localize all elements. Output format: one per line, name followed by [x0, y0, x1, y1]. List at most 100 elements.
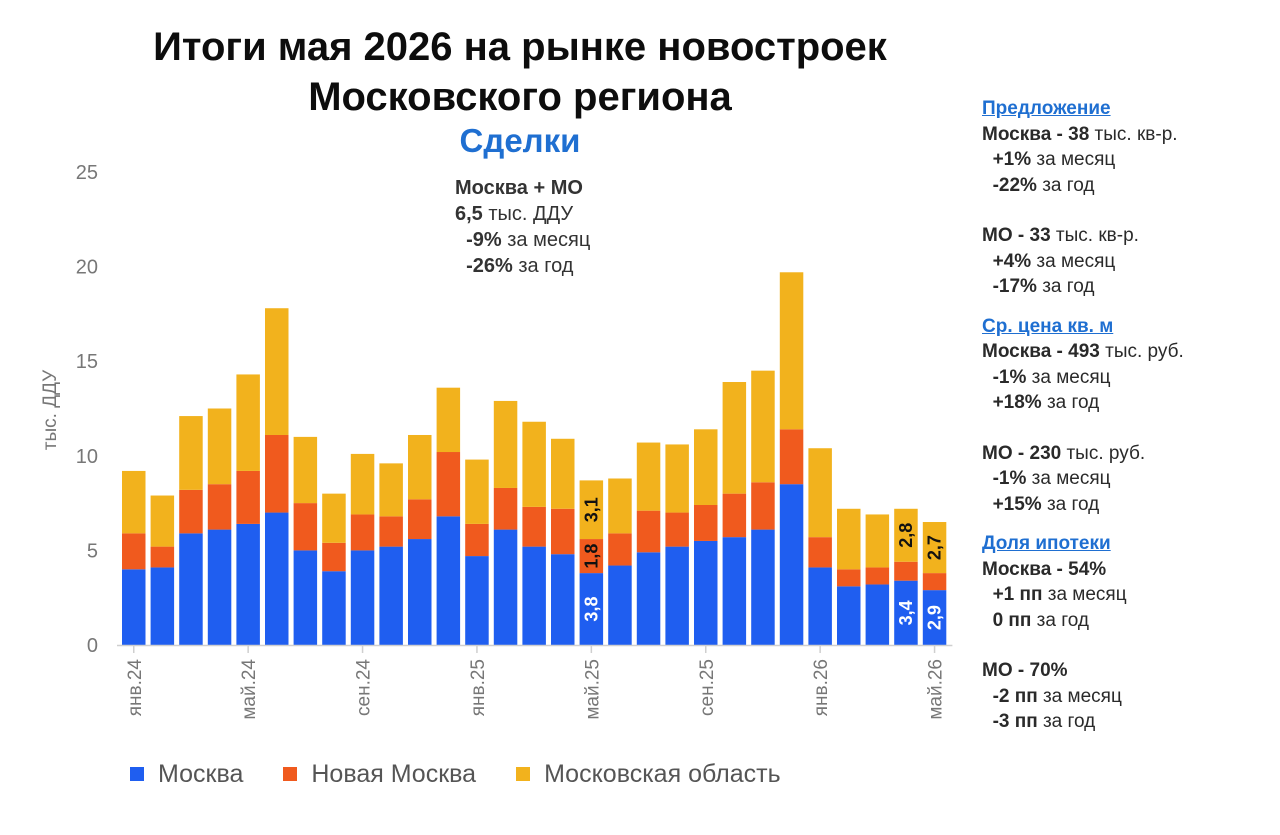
y-tick-label: 5	[87, 540, 98, 562]
mortgage-moscow-yoy: 0 пп за год	[992, 609, 1089, 631]
y-tick-label: 0	[87, 635, 98, 657]
y-tick-label: 25	[76, 162, 98, 184]
legend-swatch-region	[516, 767, 531, 781]
bar-new_moscow	[179, 489, 203, 534]
supply-heading[interactable]: Предложение	[982, 98, 1111, 119]
bar-new_moscow	[408, 499, 432, 540]
bar-new_moscow	[293, 503, 318, 551]
bar-new_moscow	[436, 452, 461, 517]
data-label: 2,7	[925, 535, 945, 560]
mortgage-region-yoy: -3 пп за год	[992, 711, 1096, 732]
data-label: 3,1	[581, 497, 601, 522]
data-label: 2,9	[925, 605, 945, 630]
price-heading[interactable]: Ср. цена кв. м	[982, 315, 1114, 337]
supply-moscow-yoy: -22% за год	[992, 174, 1095, 196]
chart-subtitle: Сделки	[459, 122, 581, 159]
bar-region	[551, 438, 575, 509]
bar-region	[865, 514, 890, 568]
bar-new_moscow	[122, 533, 146, 570]
bar-region	[293, 436, 318, 504]
bar-moscow	[293, 550, 318, 645]
bar-new_moscow	[779, 429, 804, 485]
x-tick-label: янв.24	[125, 659, 146, 717]
bar-moscow	[665, 546, 689, 645]
data-label: 1,8	[581, 544, 601, 569]
bar-region	[408, 434, 432, 500]
bar-moscow	[350, 550, 375, 645]
bar-moscow	[922, 590, 947, 645]
bar-region	[608, 478, 632, 534]
bar-moscow	[865, 584, 890, 645]
data-label: 3,8	[581, 597, 601, 622]
mortgage-heading[interactable]: Доля ипотеки	[982, 533, 1111, 554]
bar-new_moscow	[493, 487, 518, 530]
bar-moscow	[207, 529, 232, 645]
bar-moscow	[551, 554, 575, 645]
bar-moscow	[465, 556, 489, 645]
x-tick-label: янв.25	[468, 659, 489, 716]
bar-region	[493, 400, 518, 488]
bar-new_moscow	[837, 569, 861, 587]
bar-region	[379, 463, 403, 517]
summary-box: Москва + МО 6,5 тыс. ДДУ -9% за месяц -2…	[455, 175, 590, 279]
bar-moscow	[837, 586, 861, 645]
bar-region	[265, 308, 289, 435]
legend-item-new-moscow: Новая Москва	[283, 760, 476, 789]
supply-moscow: Москва - 38 тыс. кв-р.	[982, 123, 1178, 145]
price-moscow: Москва - 493 тыс. руб.	[982, 341, 1184, 362]
bar-new_moscow	[751, 482, 775, 530]
mortgage-moscow-mom: +1 пп за месяц	[992, 584, 1127, 605]
bar-moscow	[236, 523, 260, 645]
bar-region	[722, 382, 747, 494]
bar-region	[808, 448, 832, 538]
bar-region	[665, 444, 689, 513]
bar-region	[894, 508, 918, 562]
bar-region	[922, 522, 947, 574]
bar-new_moscow	[150, 546, 175, 568]
bar-moscow	[379, 546, 403, 645]
bar-new_moscow	[522, 506, 546, 547]
bar-new_moscow	[608, 533, 632, 566]
bar-region	[436, 387, 461, 453]
bar-new_moscow	[265, 434, 289, 513]
bar-region	[694, 429, 718, 505]
bar-new_moscow	[236, 470, 260, 524]
bar-new_moscow	[322, 542, 346, 572]
price-region-yoy: +15% за год	[992, 493, 1100, 515]
bar-moscow	[779, 484, 804, 645]
title-line-1: Итоги мая 2026 на рынке новостроек	[153, 25, 887, 69]
summary-yoy: -26% за год	[466, 255, 574, 277]
bar-new_moscow	[636, 510, 661, 553]
bar-region	[465, 459, 489, 524]
x-tick-label: сен.25	[697, 659, 718, 716]
x-tick-label: янв.26	[811, 659, 832, 716]
bar-new_moscow	[551, 508, 575, 555]
bar-new_moscow	[808, 537, 832, 568]
price-region: МО - 230 тыс. руб.	[982, 442, 1146, 464]
y-tick-label: 15	[76, 351, 98, 373]
y-axis-label: тыс. ДДУ	[40, 369, 61, 450]
mortgage-region-mom: -2 пп за месяц	[992, 685, 1122, 707]
x-tick-label: май.25	[582, 659, 603, 720]
sidebar-stats: Предложение Москва - 38 тыс. кв-р. +1% з…	[982, 92, 1274, 735]
title-line-2: Московского региона	[308, 75, 732, 119]
bar-moscow	[493, 529, 518, 645]
data-label: 2,8	[896, 523, 916, 548]
chart-legend: Москва Новая Москва Московская область	[130, 758, 821, 790]
supply-region-yoy: -17% за год	[992, 276, 1095, 297]
legend-swatch-moscow	[130, 767, 144, 781]
bar-moscow	[150, 567, 175, 645]
y-tick-label: 20	[76, 257, 98, 279]
bar-moscow	[894, 580, 918, 645]
bar-region	[579, 480, 604, 540]
bar-moscow	[694, 540, 718, 645]
legend-label-moscow: Москва	[158, 759, 244, 788]
bar-region	[236, 374, 260, 471]
bar-moscow	[636, 552, 661, 645]
bar-moscow	[322, 571, 346, 645]
legend-label-region: Московская область	[544, 759, 781, 788]
y-tick-label: 10	[76, 446, 98, 468]
bar-moscow	[722, 537, 747, 645]
bar-new_moscow	[894, 561, 918, 581]
bar-new_moscow	[694, 504, 718, 541]
